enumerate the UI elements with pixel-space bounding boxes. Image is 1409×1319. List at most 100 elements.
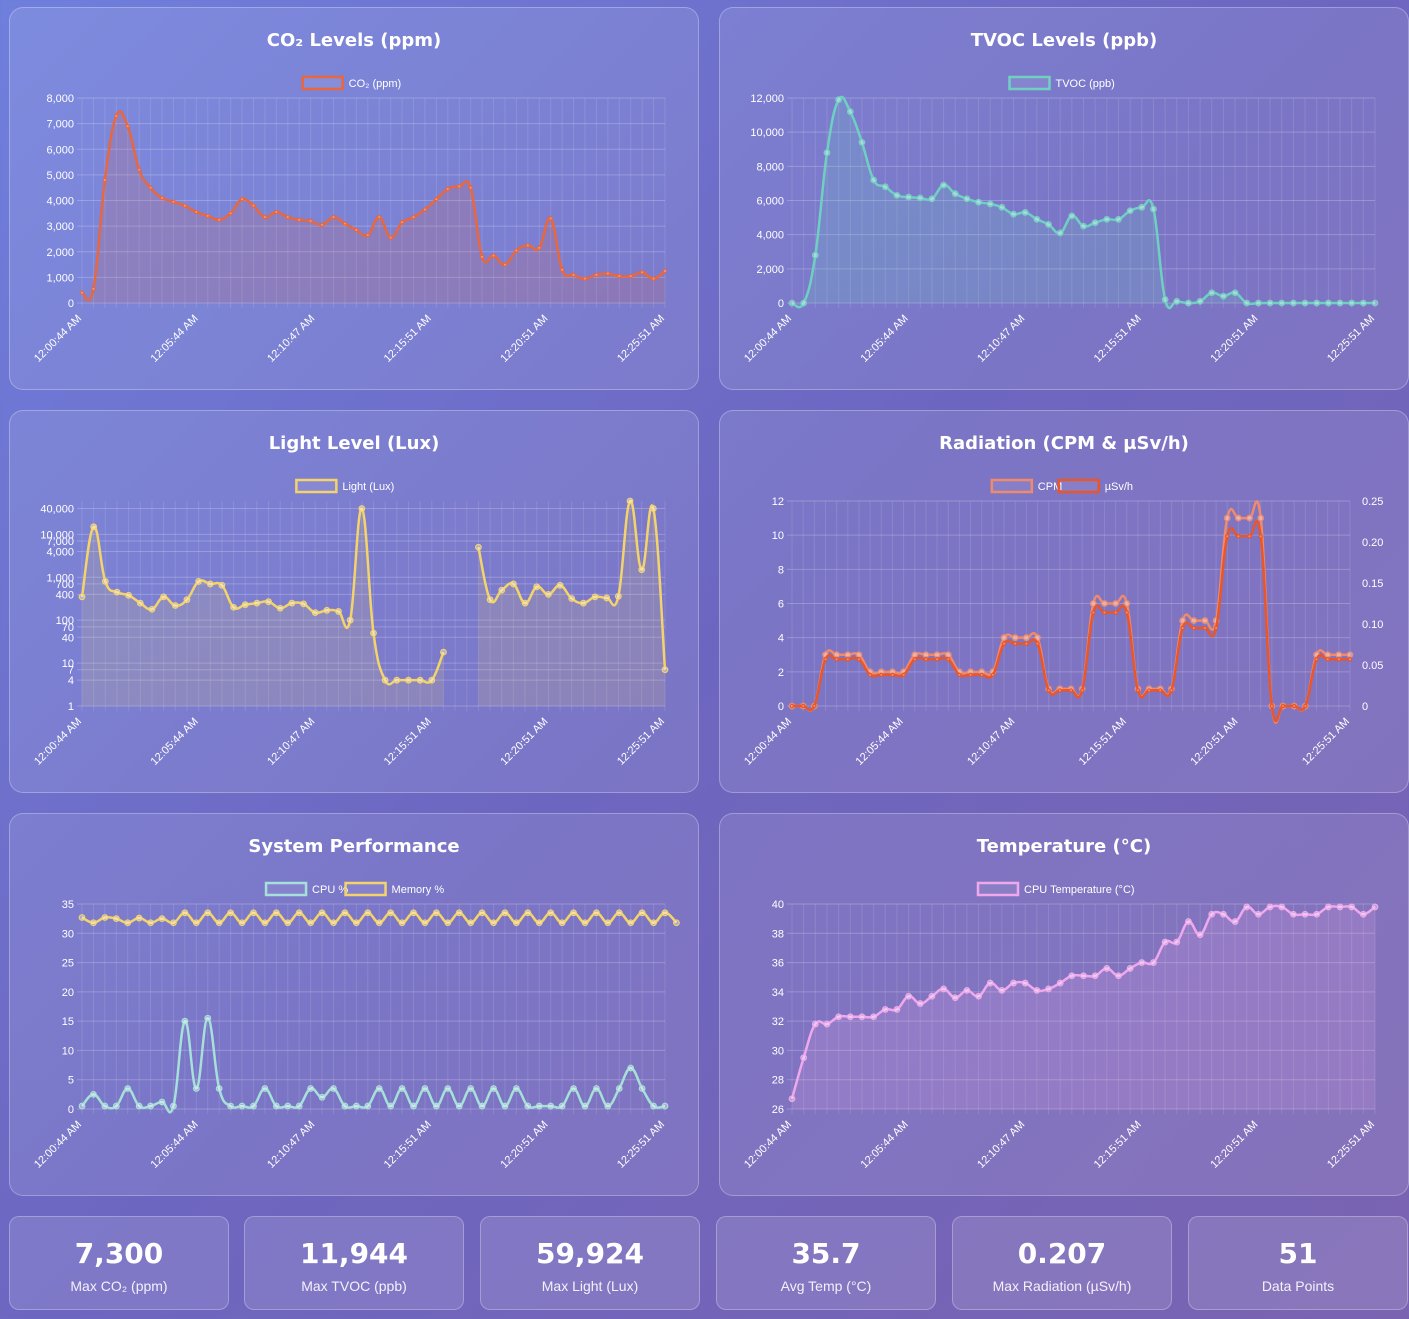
data-point[interactable]	[352, 1102, 360, 1110]
data-point[interactable]	[421, 919, 429, 927]
data-point[interactable]	[171, 199, 176, 204]
data-point[interactable]	[341, 909, 349, 917]
data-point[interactable]	[1103, 215, 1111, 223]
data-point[interactable]	[1113, 610, 1118, 615]
data-point[interactable]	[916, 194, 924, 202]
data-point[interactable]	[800, 703, 806, 709]
data-point[interactable]	[135, 914, 143, 922]
data-point[interactable]	[890, 672, 895, 678]
data-point[interactable]	[364, 909, 372, 917]
data-point[interactable]	[1089, 600, 1097, 607]
data-point[interactable]	[650, 1102, 657, 1110]
data-point[interactable]	[272, 909, 280, 917]
data-point[interactable]	[800, 299, 808, 307]
data-point[interactable]	[1000, 634, 1008, 642]
data-point[interactable]	[1313, 910, 1321, 918]
data-point[interactable]	[627, 919, 635, 927]
data-point[interactable]	[535, 919, 543, 927]
data-point[interactable]	[101, 1102, 109, 1110]
data-point[interactable]	[834, 657, 839, 662]
data-point[interactable]	[922, 651, 930, 659]
data-point[interactable]	[905, 992, 913, 1000]
data-point[interactable]	[250, 1102, 257, 1110]
data-point[interactable]	[944, 651, 952, 659]
data-point[interactable]	[308, 218, 313, 224]
data-point[interactable]	[230, 603, 237, 611]
data-point[interactable]	[342, 221, 348, 226]
data-point[interactable]	[335, 608, 342, 615]
data-point[interactable]	[605, 271, 611, 276]
data-point[interactable]	[192, 919, 200, 927]
data-point[interactable]	[1126, 965, 1134, 972]
data-point[interactable]	[410, 909, 417, 917]
data-point[interactable]	[311, 609, 319, 617]
data-point[interactable]	[570, 909, 577, 917]
data-point[interactable]	[901, 672, 906, 678]
data-point[interactable]	[1135, 688, 1141, 693]
data-point[interactable]	[1150, 959, 1157, 966]
data-point[interactable]	[650, 919, 657, 927]
data-point[interactable]	[1158, 688, 1163, 693]
data-point[interactable]	[975, 198, 982, 206]
data-point[interactable]	[501, 1102, 509, 1110]
data-point[interactable]	[1208, 289, 1216, 297]
data-point[interactable]	[879, 672, 884, 678]
data-point[interactable]	[1202, 625, 1208, 631]
data-point[interactable]	[300, 600, 307, 608]
data-point[interactable]	[512, 919, 520, 927]
data-point[interactable]	[285, 214, 290, 220]
data-point[interactable]	[1255, 910, 1262, 918]
legend[interactable]: Light (Lux)	[295, 478, 394, 494]
data-point[interactable]	[1325, 657, 1330, 662]
data-point[interactable]	[998, 203, 1006, 211]
data-point[interactable]	[331, 214, 336, 220]
data-point[interactable]	[1091, 972, 1099, 980]
data-point[interactable]	[432, 1102, 440, 1110]
data-point[interactable]	[957, 672, 962, 678]
data-point[interactable]	[626, 497, 634, 505]
data-point[interactable]	[170, 919, 177, 927]
data-point[interactable]	[160, 593, 168, 601]
data-point[interactable]	[928, 992, 936, 1000]
data-point[interactable]	[1335, 651, 1343, 659]
data-point[interactable]	[1138, 203, 1146, 211]
data-point[interactable]	[307, 1085, 315, 1092]
data-point[interactable]	[352, 919, 360, 927]
data-point[interactable]	[1024, 641, 1029, 646]
data-point[interactable]	[216, 217, 222, 222]
data-point[interactable]	[946, 657, 951, 662]
data-point[interactable]	[1266, 299, 1274, 307]
data-point[interactable]	[468, 185, 473, 190]
data-point[interactable]	[1201, 617, 1209, 624]
data-point[interactable]	[78, 1102, 86, 1110]
data-point[interactable]	[788, 299, 796, 307]
data-point[interactable]	[1220, 292, 1227, 300]
data-point[interactable]	[346, 616, 354, 624]
data-point[interactable]	[512, 1085, 520, 1092]
data-point[interactable]	[1173, 938, 1181, 946]
data-point[interactable]	[1346, 651, 1354, 659]
data-point[interactable]	[1080, 222, 1087, 230]
data-point[interactable]	[90, 919, 97, 927]
data-point[interactable]	[662, 268, 668, 274]
data-point[interactable]	[823, 1020, 831, 1028]
data-point[interactable]	[639, 270, 645, 275]
data-point[interactable]	[502, 262, 508, 267]
data-point[interactable]	[375, 1085, 383, 1092]
data-point[interactable]	[524, 909, 532, 917]
data-point[interactable]	[1301, 299, 1309, 307]
data-point[interactable]	[432, 909, 440, 917]
data-point[interactable]	[1371, 299, 1379, 307]
legend[interactable]: CPM µSv/h	[990, 478, 1133, 494]
data-point[interactable]	[975, 992, 982, 1000]
data-point[interactable]	[1266, 903, 1274, 911]
data-point[interactable]	[479, 254, 485, 260]
data-point[interactable]	[673, 919, 680, 927]
data-point[interactable]	[181, 1017, 189, 1025]
data-point[interactable]	[158, 915, 166, 923]
data-point[interactable]	[341, 1102, 349, 1110]
data-point[interactable]	[204, 909, 212, 917]
data-point[interactable]	[388, 235, 393, 240]
data-point[interactable]	[963, 986, 971, 994]
data-point[interactable]	[1348, 903, 1356, 911]
